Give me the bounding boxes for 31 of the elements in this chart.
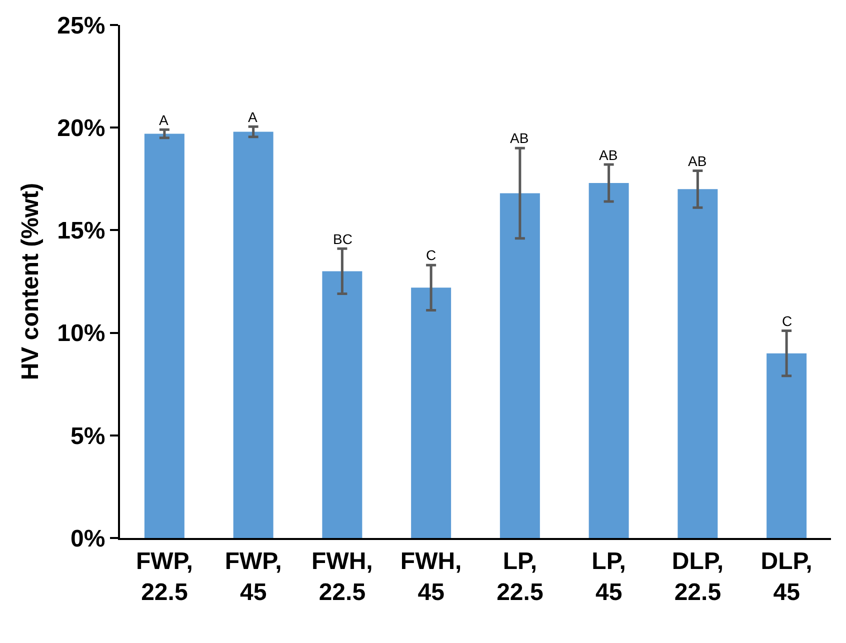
y-tick-label: 5%: [70, 422, 106, 450]
annotation: BC: [333, 231, 352, 247]
annotation: AB: [688, 153, 707, 169]
y-tick-label: 25%: [57, 12, 106, 40]
annotation: C: [782, 313, 792, 329]
y-tick-label: 10%: [57, 320, 106, 348]
y-tick-label: 20%: [57, 115, 106, 142]
x-tick-label: LP, 45: [592, 548, 626, 606]
x-tick-label: FWP, 45: [224, 548, 282, 606]
annotation: A: [159, 112, 169, 128]
annotation: C: [426, 247, 436, 263]
bar: [144, 134, 184, 538]
bar: [233, 132, 274, 538]
x-tick-label: FWP, 22.5: [136, 548, 193, 606]
x-tick-label: DLP, 45: [760, 548, 812, 606]
y-tick-label: 15%: [57, 218, 106, 245]
x-tick-label: LP, 22.5: [496, 548, 544, 606]
bar: [500, 193, 540, 538]
annotation: AB: [510, 130, 529, 146]
x-tick-label: DLP, 22.5: [672, 548, 724, 606]
y-tick-label: 0%: [70, 525, 106, 552]
x-tick-label: FWH, 45: [400, 548, 462, 606]
annotation: A: [248, 109, 258, 125]
bar: [766, 353, 807, 538]
bar: [411, 288, 452, 538]
bar: [588, 183, 629, 538]
bar: [322, 271, 362, 538]
x-tick-label: FWH, 22.5: [312, 548, 373, 606]
bar: [678, 189, 718, 538]
y-axis-title: HV content (%wt): [16, 182, 44, 380]
annotation: AB: [599, 147, 618, 163]
